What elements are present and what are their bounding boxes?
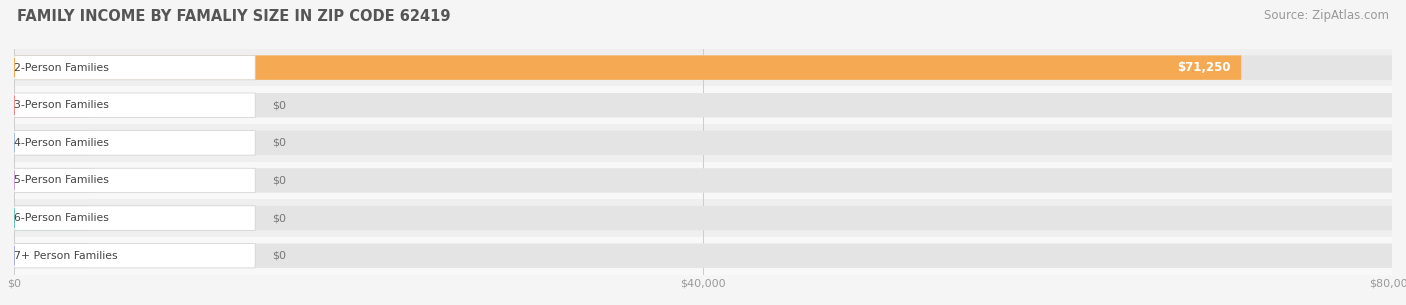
FancyBboxPatch shape <box>14 56 256 80</box>
Text: $0: $0 <box>271 251 285 261</box>
FancyBboxPatch shape <box>14 131 90 155</box>
Text: 6-Person Families: 6-Person Families <box>14 213 108 223</box>
FancyBboxPatch shape <box>14 93 256 117</box>
Text: 5-Person Families: 5-Person Families <box>14 175 108 185</box>
FancyBboxPatch shape <box>0 86 1406 124</box>
FancyBboxPatch shape <box>14 206 256 230</box>
FancyBboxPatch shape <box>14 168 256 193</box>
FancyBboxPatch shape <box>14 56 1392 80</box>
FancyBboxPatch shape <box>0 199 1406 237</box>
FancyBboxPatch shape <box>14 168 90 193</box>
FancyBboxPatch shape <box>14 93 90 117</box>
FancyBboxPatch shape <box>14 168 1392 193</box>
FancyBboxPatch shape <box>14 243 90 268</box>
FancyBboxPatch shape <box>0 162 1406 199</box>
FancyBboxPatch shape <box>14 131 1392 155</box>
Text: $0: $0 <box>271 213 285 223</box>
FancyBboxPatch shape <box>0 49 1406 86</box>
FancyBboxPatch shape <box>14 206 90 230</box>
FancyBboxPatch shape <box>0 124 1406 162</box>
Text: 4-Person Families: 4-Person Families <box>14 138 108 148</box>
FancyBboxPatch shape <box>14 206 1392 230</box>
Text: 2-Person Families: 2-Person Families <box>14 63 108 73</box>
FancyBboxPatch shape <box>14 93 1392 117</box>
Text: Source: ZipAtlas.com: Source: ZipAtlas.com <box>1264 9 1389 22</box>
FancyBboxPatch shape <box>0 237 1406 274</box>
FancyBboxPatch shape <box>14 243 1392 268</box>
Text: 7+ Person Families: 7+ Person Families <box>14 251 118 261</box>
FancyBboxPatch shape <box>14 131 256 155</box>
Text: FAMILY INCOME BY FAMALIY SIZE IN ZIP CODE 62419: FAMILY INCOME BY FAMALIY SIZE IN ZIP COD… <box>17 9 450 24</box>
FancyBboxPatch shape <box>14 56 1241 80</box>
Text: $0: $0 <box>271 175 285 185</box>
Text: $71,250: $71,250 <box>1177 61 1230 74</box>
Text: $0: $0 <box>271 100 285 110</box>
Text: 3-Person Families: 3-Person Families <box>14 100 108 110</box>
FancyBboxPatch shape <box>14 243 256 268</box>
Text: $0: $0 <box>271 138 285 148</box>
